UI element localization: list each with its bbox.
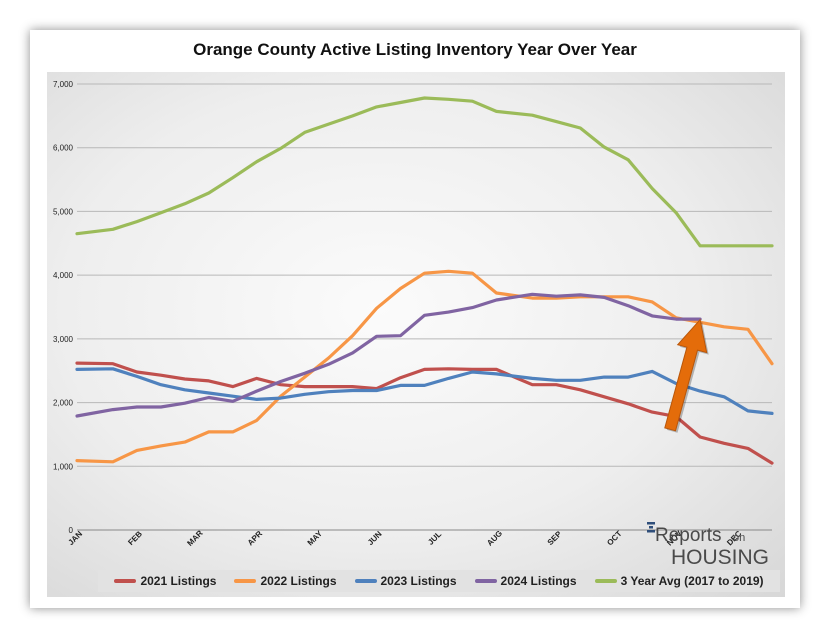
svg-text:HOUSING: HOUSING: [671, 546, 769, 569]
series-line-0: [75, 361, 774, 465]
x-tick-label: MAR: [185, 528, 204, 547]
y-tick-label: 3,000: [53, 335, 74, 344]
x-tick-label: MAY: [306, 529, 325, 548]
legend-swatch: [594, 579, 617, 583]
y-tick-label: 6,000: [53, 144, 74, 153]
y-tick-label: 2,000: [53, 399, 74, 408]
legend-swatch: [474, 579, 497, 583]
legend-item: 2021 Listings: [114, 574, 216, 588]
chart-frame: Orange County Active Listing Inventory Y…: [30, 30, 800, 608]
svg-text:on: on: [733, 532, 745, 544]
legend-item: 2023 Listings: [354, 574, 457, 588]
x-tick-label: AUG: [485, 529, 504, 548]
legend-label: 2022 Listings: [260, 574, 337, 588]
series-line-3: [75, 292, 702, 418]
x-tick-label: APR: [246, 529, 264, 547]
y-tick-label: 7,000: [53, 80, 74, 89]
legend-label: 2023 Listings: [380, 574, 457, 588]
legend-item: 3 Year Avg (2017 to 2019): [594, 574, 764, 588]
x-tick-label: SEP: [546, 529, 564, 547]
x-tick-label: JUN: [366, 529, 384, 547]
y-tick-label: 0: [69, 526, 74, 535]
legend-item: 2024 Listings: [474, 574, 577, 588]
plot-panel: 0 1,000 2,000 3,000 4,000 5,000 6,000 7,000 JAN F…: [47, 72, 785, 597]
legend-label: 2021 Listings: [140, 574, 217, 588]
annotation-arrow: [664, 318, 709, 433]
series-layer: [75, 96, 774, 465]
chart-title: Orange County Active Listing Inventory Y…: [193, 40, 637, 59]
chart-legend: 2021 Listings 2022 Listings 2023 Listings 2…: [98, 570, 780, 592]
y-tick-label: 1,000: [53, 462, 74, 471]
y-tick-label: 5,000: [53, 207, 74, 216]
legend-label: 2024 Listings: [500, 574, 577, 588]
legend-swatch: [114, 579, 137, 583]
y-tick-label: 4,000: [53, 271, 74, 280]
x-tick-label: FEB: [126, 529, 144, 547]
legend-label: 3 Year Avg (2017 to 2019): [620, 574, 764, 588]
annotation-arrow-shape: [664, 318, 708, 432]
grid-layer: [77, 83, 772, 531]
legend-swatch: [354, 579, 377, 583]
series-line-2: [75, 367, 774, 415]
series-line-1: [75, 269, 774, 464]
x-tick-label: JUL: [426, 530, 443, 547]
series-line-4: [75, 96, 774, 248]
x-tick-label: OCT: [605, 529, 623, 547]
svg-text:Reports: Reports: [655, 525, 722, 546]
legend-swatch: [234, 579, 257, 583]
legend-item: 2022 Listings: [234, 574, 337, 588]
reports-on-housing-logo: Reports on HOUSING: [647, 522, 769, 569]
